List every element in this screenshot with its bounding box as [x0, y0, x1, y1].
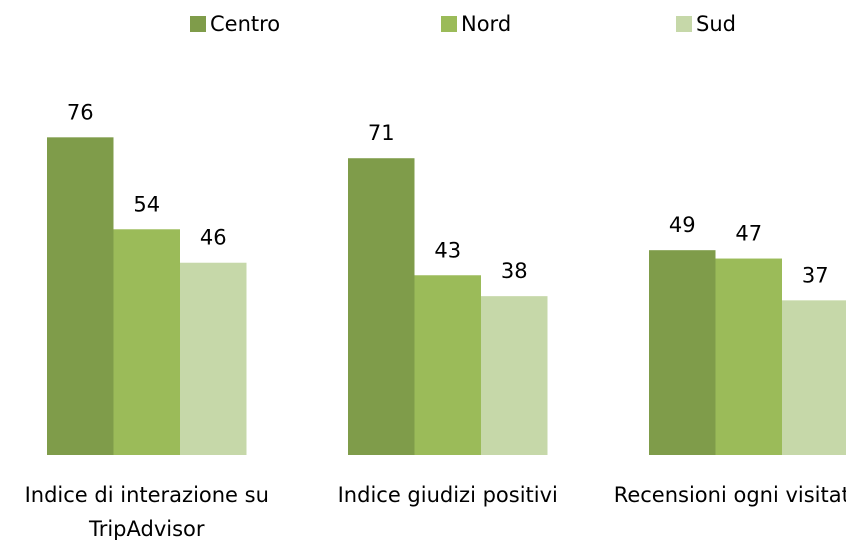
legend-label: Nord	[461, 12, 511, 36]
bar	[649, 250, 716, 455]
value-label: 43	[434, 238, 461, 262]
value-label: 76	[67, 100, 94, 124]
legend-label: Sud	[696, 12, 736, 36]
value-label: 38	[501, 259, 528, 283]
x-tick-label: Indice giudizi positivi	[337, 483, 558, 507]
bar	[180, 262, 247, 455]
bar	[113, 229, 180, 455]
x-tick-label: Recensioni ogni visitatore	[613, 483, 846, 507]
bar	[47, 137, 114, 455]
bar	[481, 296, 548, 455]
value-label: 47	[735, 222, 762, 246]
value-label: 49	[669, 213, 696, 237]
legend-swatch	[190, 16, 206, 32]
bar	[782, 300, 846, 455]
value-label: 71	[368, 121, 395, 145]
legend-label: Centro	[210, 12, 280, 36]
legend-swatch	[441, 16, 457, 32]
bar	[348, 158, 415, 455]
legend-swatch	[676, 16, 692, 32]
x-tick-label: Indice di interazione su TripAdvisor	[24, 483, 269, 540]
bar	[715, 258, 782, 455]
value-label: 54	[133, 192, 160, 216]
bar	[414, 275, 481, 455]
value-label: 46	[200, 226, 227, 250]
value-label: 37	[802, 263, 829, 287]
